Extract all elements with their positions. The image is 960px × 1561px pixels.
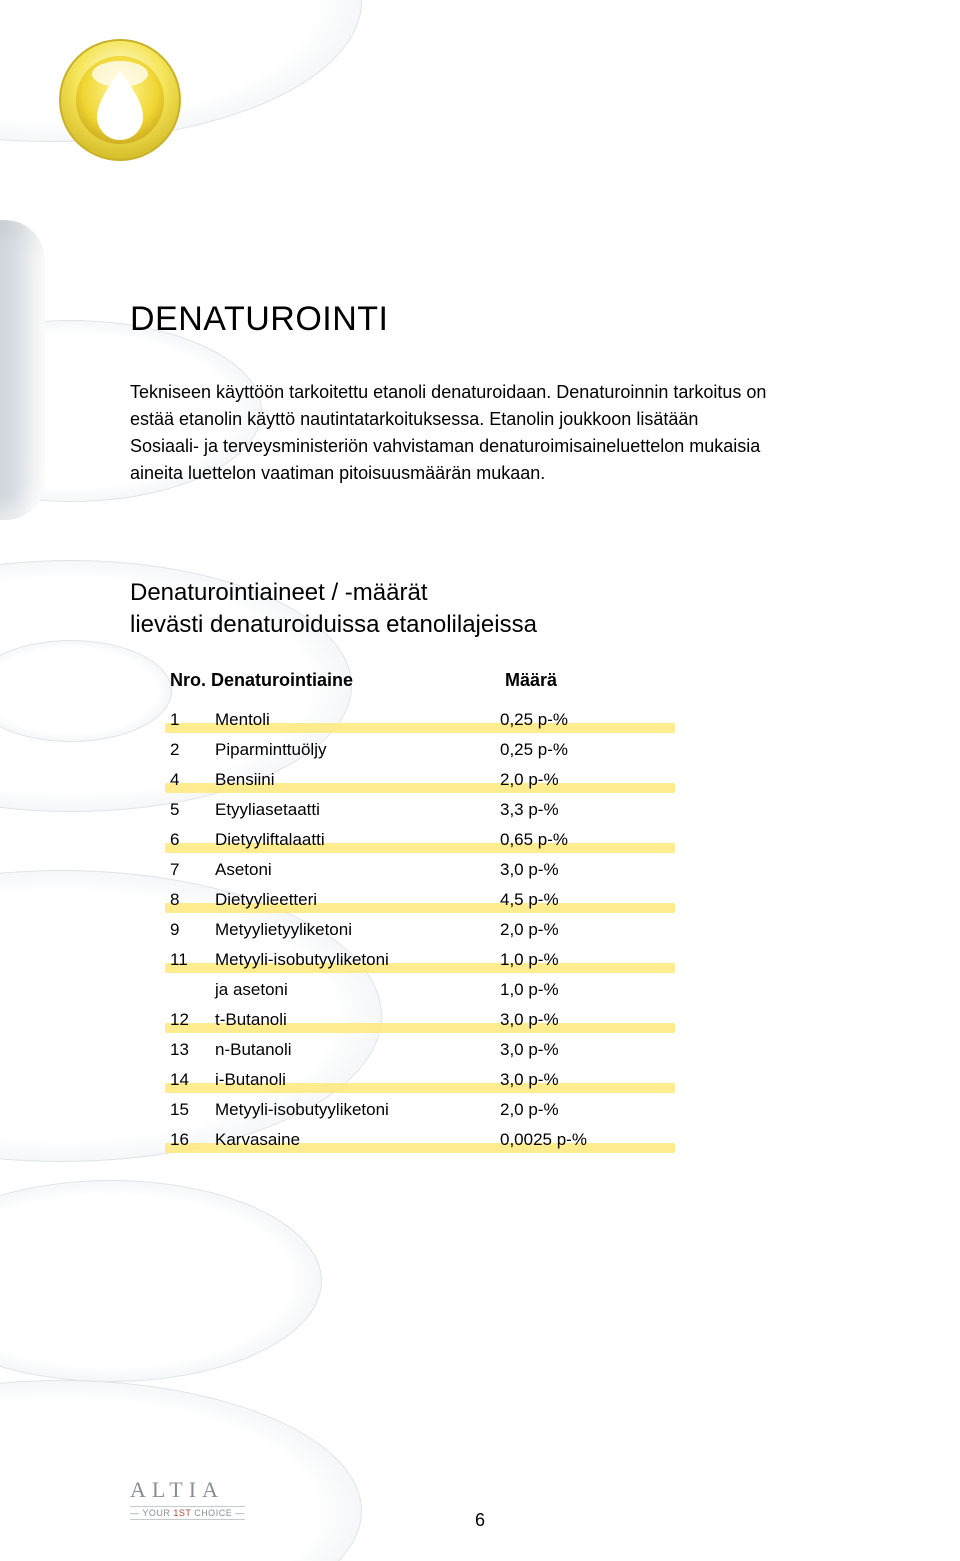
row-nro: 1 bbox=[170, 705, 215, 735]
table-row: 12t-Butanoli3,0 p-% bbox=[170, 1005, 850, 1035]
row-maara: 0,0025 p-% bbox=[500, 1125, 587, 1155]
page-title: DENATUROINTI bbox=[130, 300, 850, 339]
row-nro: 14 bbox=[170, 1065, 215, 1095]
row-aine: Piparminttuöljy bbox=[215, 735, 500, 765]
row-nro: 4 bbox=[170, 765, 215, 795]
section-subtitle: Denaturointiaineet / -määrät lievästi de… bbox=[130, 577, 850, 642]
row-aine: Mentoli bbox=[215, 705, 500, 735]
row-aine: Karvasaine bbox=[215, 1125, 500, 1155]
row-aine: t-Butanoli bbox=[215, 1005, 500, 1035]
row-nro: 2 bbox=[170, 735, 215, 765]
row-nro: 6 bbox=[170, 825, 215, 855]
page: DENATUROINTI Tekniseen käyttöön tarkoite… bbox=[0, 0, 960, 1561]
table-row: 8Dietyylieetteri4,5 p-% bbox=[170, 885, 850, 915]
row-maara: 2,0 p-% bbox=[500, 765, 559, 795]
row-nro: 8 bbox=[170, 885, 215, 915]
table-header-maara: Määrä bbox=[505, 670, 557, 691]
table-header: Nro. Denaturointiaine Määrä bbox=[130, 670, 850, 691]
row-nro: 12 bbox=[170, 1005, 215, 1035]
row-maara: 2,0 p-% bbox=[500, 1095, 559, 1125]
row-nro: 7 bbox=[170, 855, 215, 885]
side-tab bbox=[0, 220, 45, 520]
row-aine: ja asetoni bbox=[215, 975, 500, 1005]
drop-icon bbox=[55, 35, 185, 170]
row-maara: 1,0 p-% bbox=[500, 945, 559, 975]
table-row: 15Metyyli-isobutyyliketoni2,0 p-% bbox=[170, 1095, 850, 1125]
row-nro: 11 bbox=[170, 945, 215, 975]
row-nro: 15 bbox=[170, 1095, 215, 1125]
row-aine: n-Butanoli bbox=[215, 1035, 500, 1065]
page-number: 6 bbox=[0, 1510, 960, 1531]
row-maara: 0,65 p-% bbox=[500, 825, 568, 855]
table-row: 14i-Butanoli3,0 p-% bbox=[170, 1065, 850, 1095]
row-aine: Asetoni bbox=[215, 855, 500, 885]
row-aine: Bensiini bbox=[215, 765, 500, 795]
row-aine: Metyyli-isobutyyliketoni bbox=[215, 1095, 500, 1125]
row-nro: 9 bbox=[170, 915, 215, 945]
row-maara: 4,5 p-% bbox=[500, 885, 559, 915]
table-row: 13n-Butanoli3,0 p-% bbox=[170, 1035, 850, 1065]
table-row: 5Etyyliasetaatti3,3 p-% bbox=[170, 795, 850, 825]
table-header-nro: Nro. Denaturointiaine bbox=[170, 670, 500, 691]
row-nro: 13 bbox=[170, 1035, 215, 1065]
row-maara: 3,0 p-% bbox=[500, 1065, 559, 1095]
row-maara: 3,3 p-% bbox=[500, 795, 559, 825]
row-aine: Metyyli-isobutyyliketoni bbox=[215, 945, 500, 975]
table-row: 9Metyylietyyliketoni2,0 p-% bbox=[170, 915, 850, 945]
table-row: 2Piparminttuöljy0,25 p-% bbox=[170, 735, 850, 765]
table-row: 11Metyyli-isobutyyliketoni1,0 p-% bbox=[170, 945, 850, 975]
row-maara: 2,0 p-% bbox=[500, 915, 559, 945]
denaturointi-table: 1Mentoli0,25 p-%2Piparminttuöljy0,25 p-%… bbox=[130, 705, 850, 1155]
subtitle-line2: lievästi denaturoiduissa etanolilajeissa bbox=[130, 611, 537, 638]
row-nro: 5 bbox=[170, 795, 215, 825]
row-aine: Etyyliasetaatti bbox=[215, 795, 500, 825]
brand-name: ALTIA bbox=[130, 1477, 245, 1503]
row-maara: 0,25 p-% bbox=[500, 705, 568, 735]
table-row: 6Dietyyliftalaatti0,65 p-% bbox=[170, 825, 850, 855]
row-aine: i-Butanoli bbox=[215, 1065, 500, 1095]
table-row: 16Karvasaine0,0025 p-% bbox=[170, 1125, 850, 1155]
intro-paragraph: Tekniseen käyttöön tarkoitettu etanoli d… bbox=[130, 379, 770, 487]
table-row: ja asetoni1,0 p-% bbox=[170, 975, 850, 1005]
row-maara: 0,25 p-% bbox=[500, 735, 568, 765]
row-maara: 3,0 p-% bbox=[500, 1005, 559, 1035]
row-maara: 3,0 p-% bbox=[500, 855, 559, 885]
row-nro: 16 bbox=[170, 1125, 215, 1155]
subtitle-line1: Denaturointiaineet / -määrät bbox=[130, 579, 428, 606]
main-content: DENATUROINTI Tekniseen käyttöön tarkoite… bbox=[130, 300, 850, 1155]
row-aine: Dietyylieetteri bbox=[215, 885, 500, 915]
table-row: 4Bensiini2,0 p-% bbox=[170, 765, 850, 795]
row-maara: 3,0 p-% bbox=[500, 1035, 559, 1065]
row-maara: 1,0 p-% bbox=[500, 975, 559, 1005]
table-row: 1Mentoli0,25 p-% bbox=[170, 705, 850, 735]
table-row: 7Asetoni3,0 p-% bbox=[170, 855, 850, 885]
row-aine: Dietyyliftalaatti bbox=[215, 825, 500, 855]
row-aine: Metyylietyyliketoni bbox=[215, 915, 500, 945]
